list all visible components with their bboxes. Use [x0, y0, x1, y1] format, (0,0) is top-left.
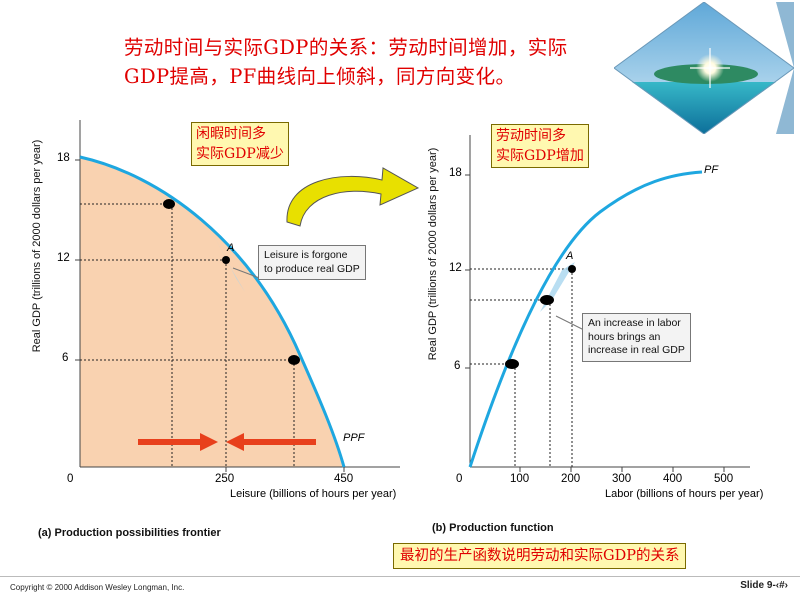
pf-note-line-2: hours brings an: [588, 330, 661, 343]
ppf-origin: 0: [67, 473, 74, 485]
ppf-xtick-250: 250: [215, 473, 235, 485]
pf-xtick-200: 200: [561, 473, 581, 485]
ppf-panel: [75, 120, 400, 472]
ppf-caption: (a) Production possibilities frontier: [38, 527, 221, 539]
ppf-point-1: [163, 199, 175, 209]
beach-photo-icon: [614, 2, 794, 134]
pf-note-line-3: increase in real GDP: [588, 344, 685, 356]
pf-ytick-18: 18: [449, 167, 462, 179]
ppf-callout-line-2: 实际GDP减少: [196, 146, 284, 162]
footer-slide-number: Slide 9-‹#›: [740, 580, 788, 591]
ppf-note: Leisure is forgone to produce real GDP: [258, 245, 366, 280]
pf-y-label: Real GDP (trillions of 2000 dollars per …: [427, 147, 439, 361]
bottom-banner: 最初的生产函数说明劳动和实际GDP的关系: [393, 543, 687, 569]
pf-point-2: [540, 295, 554, 305]
pf-xtick-400: 400: [663, 473, 683, 485]
pf-origin: 0: [456, 473, 463, 485]
title-line-1: 劳动时间与实际GDP的关系：劳动时间增加，实际: [124, 36, 568, 59]
slide-title: 劳动时间与实际GDP的关系：劳动时间增加，实际 GDP提高，PF曲线向上倾斜，同…: [124, 33, 724, 91]
pf-point-a: [568, 265, 576, 273]
big-yellow-arrow: [286, 167, 420, 227]
pf-point-1: [505, 359, 519, 369]
pf-ytick-6: 6: [454, 360, 461, 372]
footer-divider: [0, 576, 800, 577]
pf-xtick-100: 100: [510, 473, 530, 485]
pf-ytick-12: 12: [449, 262, 462, 274]
pf-callout-line-1: 劳动时间多: [496, 128, 566, 144]
ppf-point-a-label: A: [227, 242, 235, 254]
ppf-note-line-2: to produce real GDP: [264, 262, 360, 275]
ppf-y-label: Real GDP (trillions of 2000 dollars per …: [31, 139, 43, 353]
pf-note-line-1: An increase in labor: [588, 317, 681, 329]
ppf-note-line-1: Leisure is forgone: [264, 249, 348, 261]
pf-xtick-300: 300: [612, 473, 632, 485]
ppf-point-3: [288, 355, 300, 365]
ppf-shaded-area: [80, 157, 344, 467]
ppf-x-label: Leisure (billions of hours per year): [230, 488, 397, 500]
pf-x-label: Labor (billions of hours per year): [605, 488, 764, 500]
ppf-ytick-6: 6: [62, 352, 69, 364]
ppf-curve: [79, 155, 346, 468]
ppf-point-a: [222, 256, 230, 264]
ppf-red-arrows: [138, 433, 316, 451]
pf-caption: (b) Production function: [432, 522, 554, 534]
pf-callout-line-2: 实际GDP增加: [496, 148, 584, 164]
pf-point-a-label: A: [566, 250, 574, 262]
pf-xtick-500: 500: [714, 473, 734, 485]
footer-copyright: Copyright © 2000 Addison Wesley Longman,…: [10, 583, 185, 592]
title-line-2: GDP提高，PF曲线向上倾斜，同方向变化。: [124, 65, 516, 88]
pf-curve-label: PF: [704, 164, 719, 176]
pf-callout: 劳动时间多 实际GDP增加: [491, 124, 589, 168]
ppf-ytick-12: 12: [57, 252, 70, 264]
pf-note: An increase in labor hours brings an inc…: [582, 313, 691, 362]
pf-panel: [465, 135, 750, 472]
ppf-callout-line-1: 闲暇时间多: [196, 126, 266, 142]
pf-curve: [468, 170, 703, 468]
ppf-curve-label: PPF: [343, 432, 365, 444]
ppf-xtick-450: 450: [334, 473, 354, 485]
ppf-callout: 闲暇时间多 实际GDP减少: [191, 122, 289, 166]
ppf-ytick-18: 18: [57, 152, 70, 164]
